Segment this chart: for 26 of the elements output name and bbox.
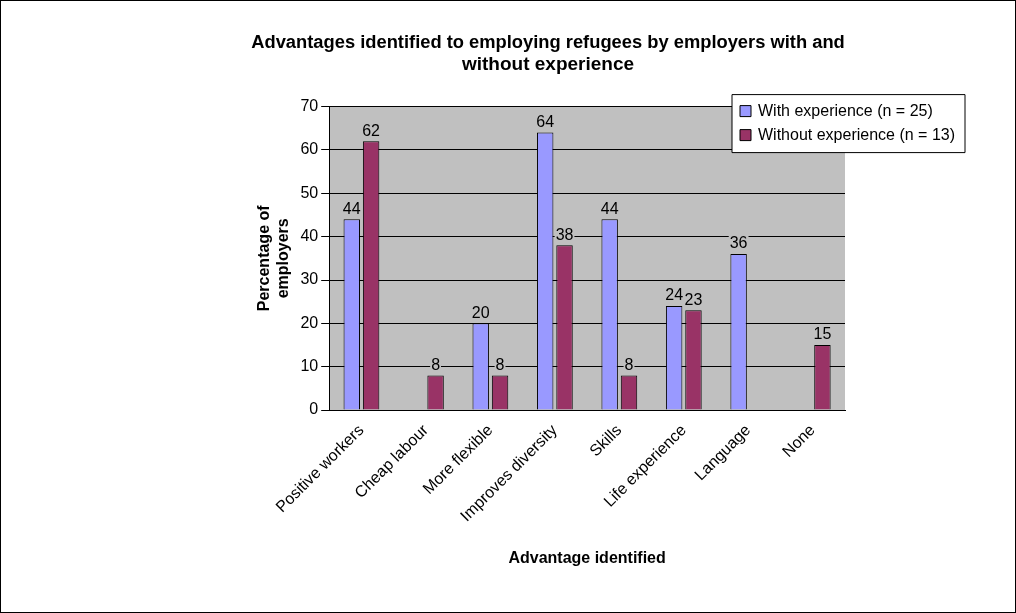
data-label: 36 [729, 234, 748, 252]
y-tick-label: 60 [300, 140, 319, 158]
y-axis-title: Percentage of employers [255, 204, 292, 312]
y-tick-label: 30 [300, 270, 319, 288]
y-tick-label: 50 [300, 183, 319, 201]
data-label: 44 [342, 199, 361, 217]
y-tick-label: 70 [300, 97, 319, 115]
chart-title: Advantages identified to employing refugees by employers with and without experience [251, 30, 845, 75]
data-label: 23 [684, 290, 703, 308]
data-label: 24 [665, 286, 684, 304]
data-label: 38 [555, 225, 574, 243]
data-label: 44 [600, 199, 619, 217]
x-axis-title: Advantage identified [508, 548, 666, 566]
y-tick-label: 20 [300, 313, 319, 331]
legend-label: Without experience (n = 13) [758, 126, 956, 144]
data-label: 64 [536, 113, 555, 131]
data-label: 8 [431, 355, 441, 373]
data-label: 8 [624, 355, 634, 373]
data-label: 8 [495, 355, 505, 373]
y-tick-label: 0 [309, 400, 319, 418]
data-label: 15 [813, 325, 832, 343]
legend-label: With experience (n = 25) [758, 102, 933, 120]
y-tick-label: 10 [300, 357, 319, 375]
y-tick-label: 40 [300, 227, 319, 245]
data-label: 20 [471, 303, 490, 321]
data-label: 62 [362, 121, 381, 139]
